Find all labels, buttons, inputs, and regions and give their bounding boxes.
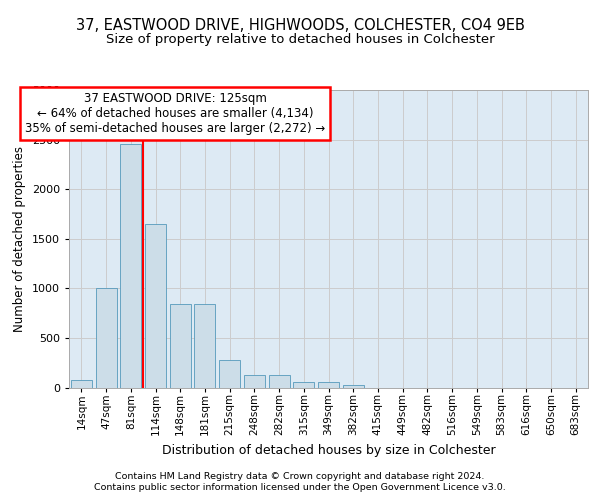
Bar (293, 382, 314, 388)
Text: Contains public sector information licensed under the Open Government Licence v3: Contains public sector information licen… (94, 484, 506, 492)
Y-axis label: Number of detached properties: Number of detached properties (13, 146, 26, 332)
Bar (194, 304, 215, 388)
Text: 37 EASTWOOD DRIVE: 125sqm
← 64% of detached houses are smaller (4,134)
35% of se: 37 EASTWOOD DRIVE: 125sqm ← 64% of detac… (25, 92, 325, 135)
Bar (318, 382, 339, 388)
Bar (244, 374, 265, 388)
Bar (145, 224, 166, 388)
Bar (71, 380, 92, 388)
Bar (120, 144, 141, 388)
Bar (343, 384, 364, 388)
Text: 37, EASTWOOD DRIVE, HIGHWOODS, COLCHESTER, CO4 9EB: 37, EASTWOOD DRIVE, HIGHWOODS, COLCHESTE… (76, 18, 524, 32)
Bar (219, 360, 240, 388)
X-axis label: Distribution of detached houses by size in Colchester: Distribution of detached houses by size … (161, 444, 496, 456)
Text: Contains HM Land Registry data © Crown copyright and database right 2024.: Contains HM Land Registry data © Crown c… (115, 472, 485, 481)
Bar (170, 304, 191, 388)
Bar (95, 288, 116, 388)
Bar (269, 374, 290, 388)
Text: Size of property relative to detached houses in Colchester: Size of property relative to detached ho… (106, 32, 494, 46)
